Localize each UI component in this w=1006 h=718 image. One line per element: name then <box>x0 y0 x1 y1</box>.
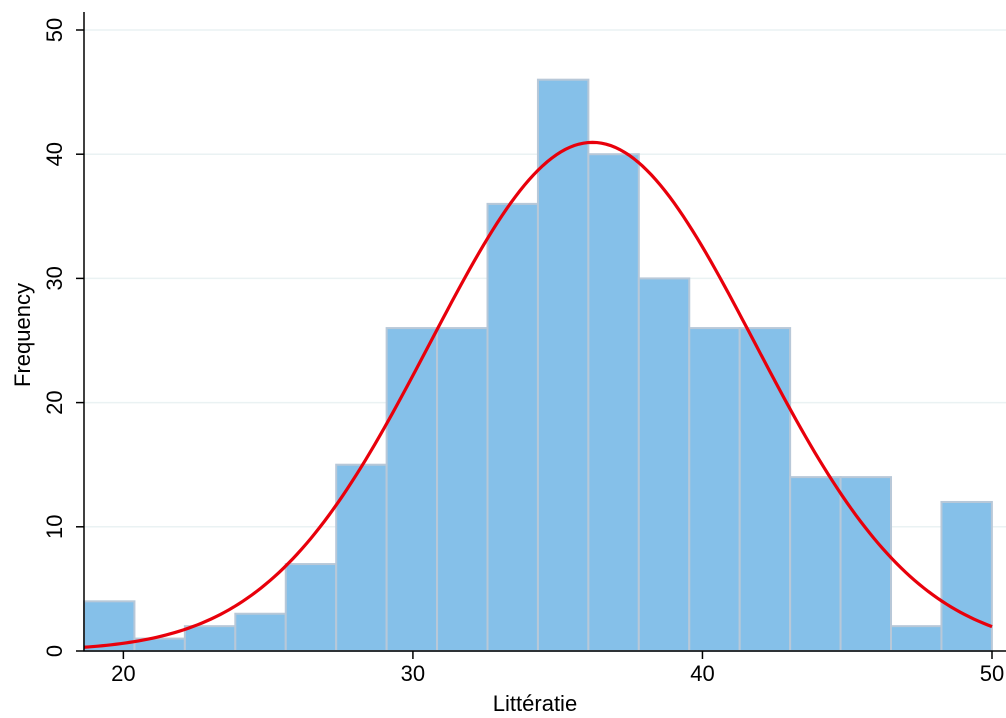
histogram-bar <box>789 476 842 652</box>
x-tick-label: 40 <box>690 661 714 686</box>
histogram-bar <box>738 327 792 652</box>
histogram-bar <box>436 327 489 652</box>
y-tick-label: 10 <box>42 515 67 539</box>
x-tick-label: 50 <box>980 661 1004 686</box>
histogram-bar <box>688 327 741 652</box>
histogram-bar <box>486 202 539 652</box>
axes <box>83 12 1006 652</box>
histogram-bar <box>183 625 237 652</box>
tick-labels: 20 30 40 50 0 10 20 30 40 50 <box>42 18 1004 686</box>
y-tick-label: 50 <box>42 18 67 42</box>
y-axis-title: Frequency <box>10 283 35 387</box>
histogram-bar <box>284 563 338 652</box>
y-tick-label: 40 <box>42 142 67 166</box>
y-tick-label: 0 <box>42 645 67 657</box>
y-tick-label: 30 <box>42 266 67 290</box>
histogram-bar <box>637 277 691 652</box>
histogram-bar <box>587 153 640 652</box>
x-tick-label: 30 <box>401 661 425 686</box>
x-axis-title: Littératie <box>493 691 577 716</box>
x-tick-label: 20 <box>111 661 135 686</box>
normal-density-curve <box>83 140 993 649</box>
histogram-bar <box>234 612 287 652</box>
histogram-bars <box>83 78 993 653</box>
histogram-bar <box>890 625 943 652</box>
histogram-bar <box>940 500 993 652</box>
y-tick-label: 20 <box>42 390 67 414</box>
